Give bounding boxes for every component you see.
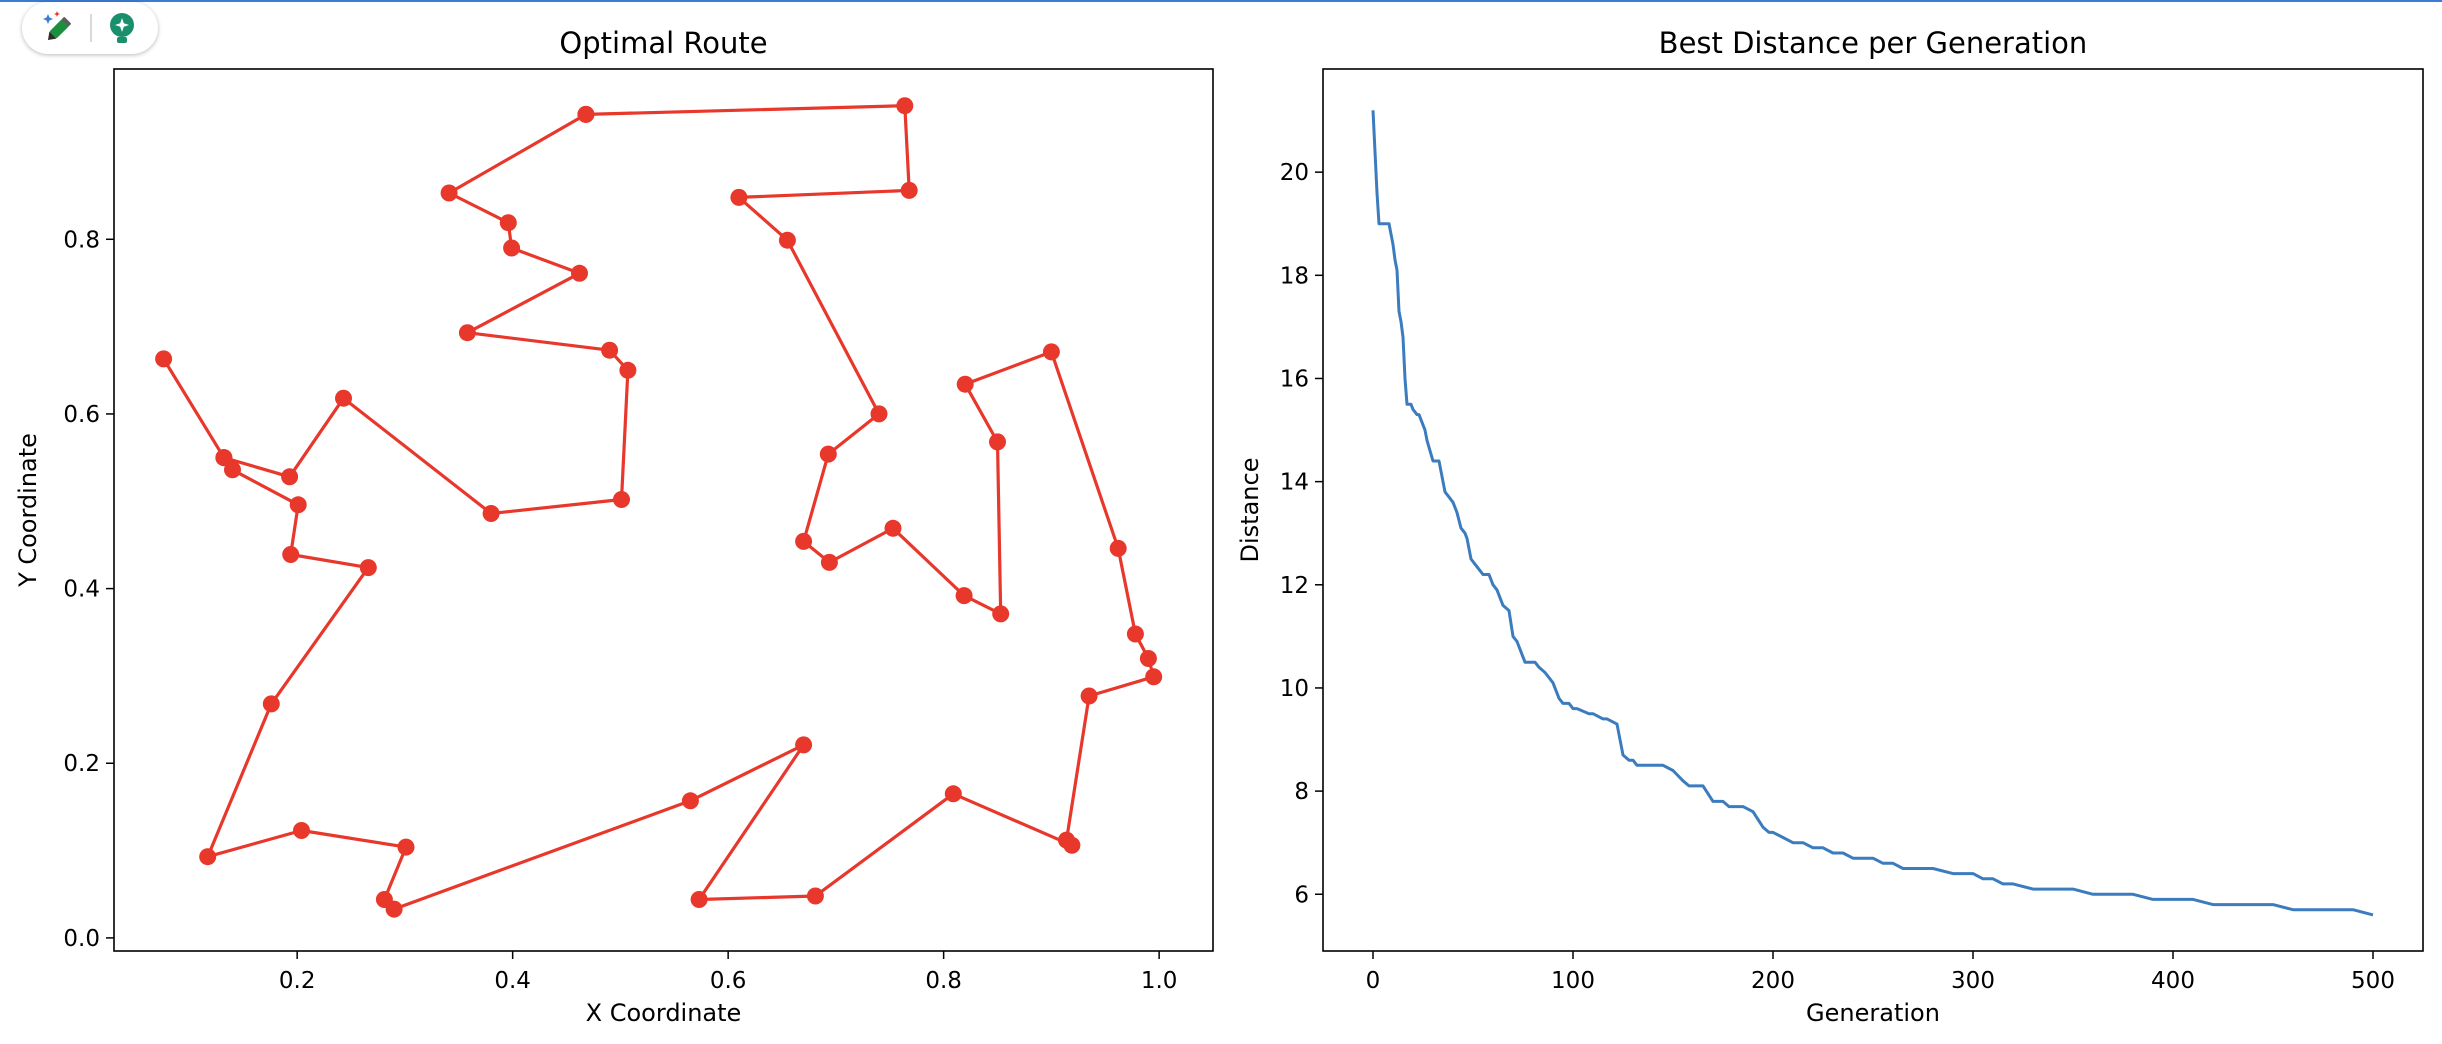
city-point — [690, 891, 708, 908]
chart-title: Best Distance per Generation — [1659, 26, 2088, 60]
x-tick-label: 0.4 — [494, 968, 531, 994]
top-border — [0, 0, 2442, 2]
city-point — [289, 496, 307, 514]
route-line — [206, 104, 1156, 911]
city-point — [571, 264, 588, 282]
city-point — [224, 461, 241, 479]
city-point — [440, 184, 458, 202]
city-point — [1145, 668, 1163, 686]
city-point — [795, 736, 813, 754]
city-point — [293, 822, 310, 839]
city-point — [1109, 539, 1127, 557]
city-point — [1080, 687, 1098, 705]
y-tick-label: 10 — [1280, 676, 1309, 702]
city-point — [601, 341, 619, 359]
y-tick-label: 0.0 — [63, 926, 100, 952]
plot-frame — [1322, 68, 2424, 952]
optimal-route-chart: Optimal Route 0.2 0.4 0.6 0.8 1.0 0.0 0.2 0.4 0.6… — [14, 26, 1214, 1027]
toolbar-separator — [90, 14, 92, 42]
magic-pencil-icon[interactable] — [38, 8, 78, 48]
city-point — [458, 324, 476, 342]
y-tick-label: 6 — [1294, 882, 1309, 908]
x-tick-label: 0.8 — [925, 968, 962, 994]
x-tick-label: 400 — [2151, 968, 2195, 994]
city-point — [806, 887, 824, 905]
x-tick-label: 1.0 — [1141, 968, 1178, 994]
city-point — [215, 449, 233, 467]
city-point — [482, 505, 500, 522]
city-point — [499, 214, 517, 232]
plot-frame — [113, 68, 1214, 952]
x-axis-label: X Coordinate — [586, 999, 742, 1027]
y-tick-label: 0.4 — [63, 577, 100, 603]
y-tick-label: 0.2 — [63, 751, 100, 777]
city-point — [955, 587, 973, 605]
y-tick-label: 12 — [1280, 573, 1309, 599]
route-line — [162, 358, 226, 459]
city-point — [1042, 343, 1060, 361]
x-tick-label: 0.2 — [279, 968, 316, 994]
city-point — [870, 405, 888, 423]
y-axis-label: Distance — [1236, 458, 1264, 563]
city-point — [281, 468, 299, 486]
y-tick-label: 20 — [1280, 160, 1309, 186]
y-axis-label: Y Coordinate — [14, 433, 42, 588]
city-point — [503, 239, 521, 257]
city-point — [681, 792, 699, 810]
x-tick-label: 500 — [2351, 968, 2395, 994]
city-point — [820, 553, 838, 571]
city-point — [619, 361, 637, 379]
city-point — [335, 389, 352, 407]
city-point — [155, 350, 173, 368]
x-tick-label: 0 — [1366, 968, 1381, 994]
city-point — [989, 433, 1006, 451]
city-point — [1139, 650, 1157, 667]
city-point — [282, 546, 300, 563]
city-point — [944, 785, 962, 803]
city-point — [613, 491, 630, 508]
city-point — [956, 375, 974, 393]
city-point — [900, 181, 918, 199]
city-point — [896, 97, 914, 115]
city-point — [359, 559, 377, 577]
x-tick-label: 100 — [1551, 968, 1595, 994]
city-point — [884, 519, 902, 537]
x-axis-label: Generation — [1806, 999, 1940, 1027]
x-tick-label: 200 — [1751, 968, 1795, 994]
city-point — [730, 188, 748, 206]
city-point — [1063, 836, 1081, 854]
x-tick-label: 0.6 — [710, 968, 747, 994]
y-tick-label: 18 — [1280, 263, 1309, 289]
y-tick-label: 8 — [1294, 779, 1309, 805]
city-point — [199, 848, 217, 866]
distance-line — [1371, 110, 2374, 917]
x-tick-label: 300 — [1951, 968, 1995, 994]
city-point — [262, 695, 280, 713]
city-point — [992, 605, 1010, 623]
city-point — [795, 532, 813, 550]
city-point — [1126, 625, 1144, 643]
city-point — [577, 105, 595, 123]
city-point — [778, 231, 796, 249]
y-tick-label: 0.8 — [63, 227, 100, 253]
chart-title: Optimal Route — [559, 26, 767, 60]
lightbulb-icon[interactable] — [102, 8, 142, 48]
y-tick-label: 0.6 — [63, 402, 100, 428]
y-tick-label: 16 — [1280, 366, 1309, 392]
distance-per-generation-chart: Best Distance per Generation 0 100 200 300 40… — [1236, 26, 2424, 1027]
floating-toolbar — [22, 2, 158, 54]
y-tick-label: 14 — [1280, 470, 1309, 496]
city-point — [375, 891, 393, 908]
city-point — [819, 445, 837, 463]
city-point — [397, 838, 415, 856]
